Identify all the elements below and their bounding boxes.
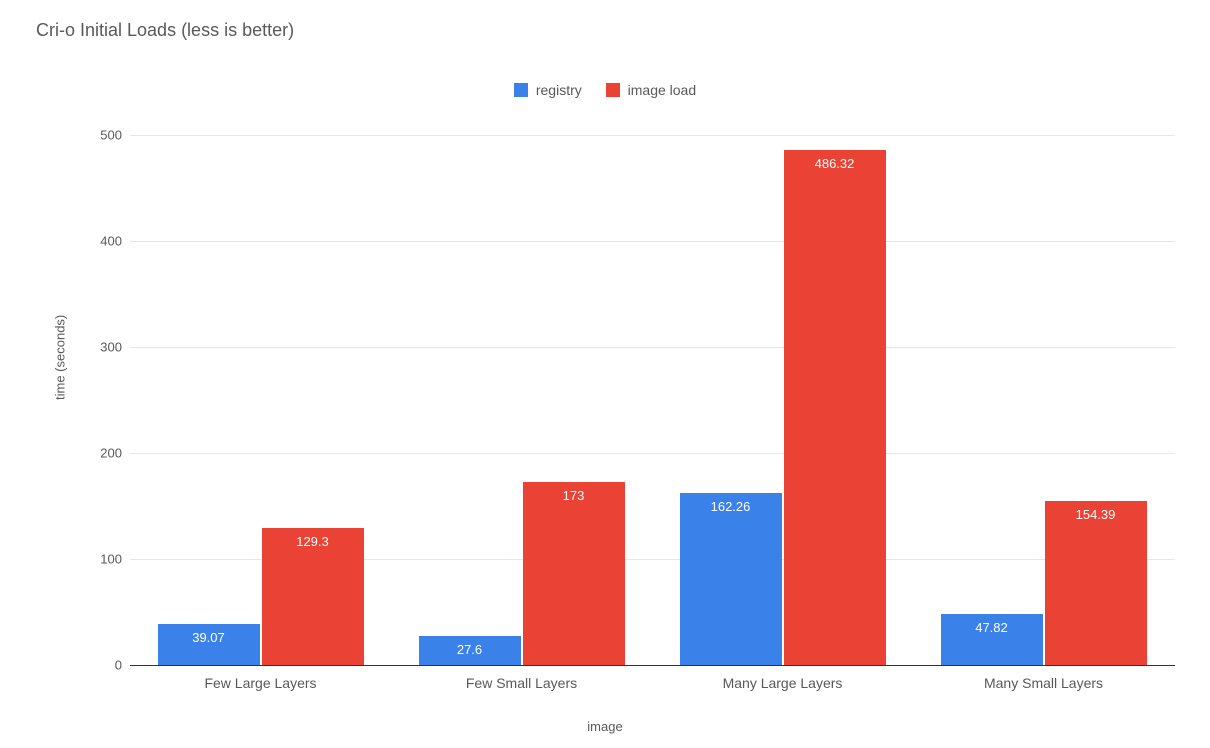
gridline — [130, 347, 1175, 348]
bar: 129.3 — [262, 528, 364, 665]
x-axis-label: image — [0, 719, 1210, 734]
y-tick-label: 400 — [100, 234, 122, 249]
bar: 47.82 — [941, 614, 1043, 665]
chart-title: Cri-o Initial Loads (less is better) — [36, 20, 294, 41]
bar-value-label: 154.39 — [1045, 507, 1147, 522]
x-tick-label: Few Small Layers — [466, 675, 577, 691]
x-tick-label: Many Large Layers — [723, 675, 843, 691]
bar-value-label: 162.26 — [680, 499, 782, 514]
gridline — [130, 453, 1175, 454]
x-axis-baseline — [130, 665, 1175, 666]
x-tick-label: Many Small Layers — [984, 675, 1103, 691]
bar: 486.32 — [784, 150, 886, 665]
bar: 162.26 — [680, 493, 782, 665]
legend-label-image-load: image load — [628, 82, 697, 98]
plot-area: 010020030040050039.07129.3Few Large Laye… — [130, 135, 1175, 665]
legend-label-registry: registry — [536, 82, 582, 98]
legend-item-registry: registry — [514, 82, 582, 98]
legend-item-image-load: image load — [606, 82, 697, 98]
y-axis-label: time (seconds) — [53, 315, 68, 400]
legend-swatch-image-load — [606, 83, 620, 97]
y-tick-label: 200 — [100, 446, 122, 461]
bar-value-label: 47.82 — [941, 620, 1043, 635]
bar-value-label: 39.07 — [158, 630, 260, 645]
legend: registry image load — [0, 82, 1210, 100]
bar: 27.6 — [419, 636, 521, 665]
bar: 39.07 — [158, 624, 260, 665]
y-tick-label: 300 — [100, 340, 122, 355]
y-tick-label: 500 — [100, 128, 122, 143]
y-tick-label: 0 — [115, 658, 122, 673]
bar-value-label: 486.32 — [784, 156, 886, 171]
gridline — [130, 241, 1175, 242]
bar-value-label: 27.6 — [419, 642, 521, 657]
gridline — [130, 135, 1175, 136]
bar: 154.39 — [1045, 501, 1147, 665]
bar-value-label: 173 — [523, 488, 625, 503]
y-tick-label: 100 — [100, 552, 122, 567]
legend-swatch-registry — [514, 83, 528, 97]
bar: 173 — [523, 482, 625, 665]
bar-value-label: 129.3 — [262, 534, 364, 549]
x-tick-label: Few Large Layers — [204, 675, 316, 691]
